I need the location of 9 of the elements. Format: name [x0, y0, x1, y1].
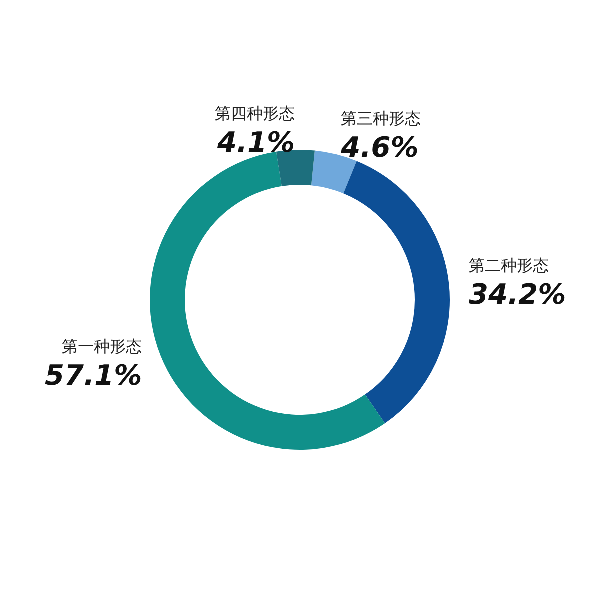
slice-label: 第二种形态	[469, 256, 550, 275]
slice-label: 第一种形态	[62, 337, 142, 356]
data-label: 34.2%	[469, 278, 566, 311]
slice-label: 第三种形态	[341, 109, 422, 128]
data-label: 57.1%	[45, 359, 142, 392]
data-label: 4.6%	[340, 131, 419, 164]
donut-slice	[344, 161, 450, 424]
data-label: 4.1%	[216, 126, 296, 160]
slice-label: 第四种形态	[215, 104, 296, 124]
